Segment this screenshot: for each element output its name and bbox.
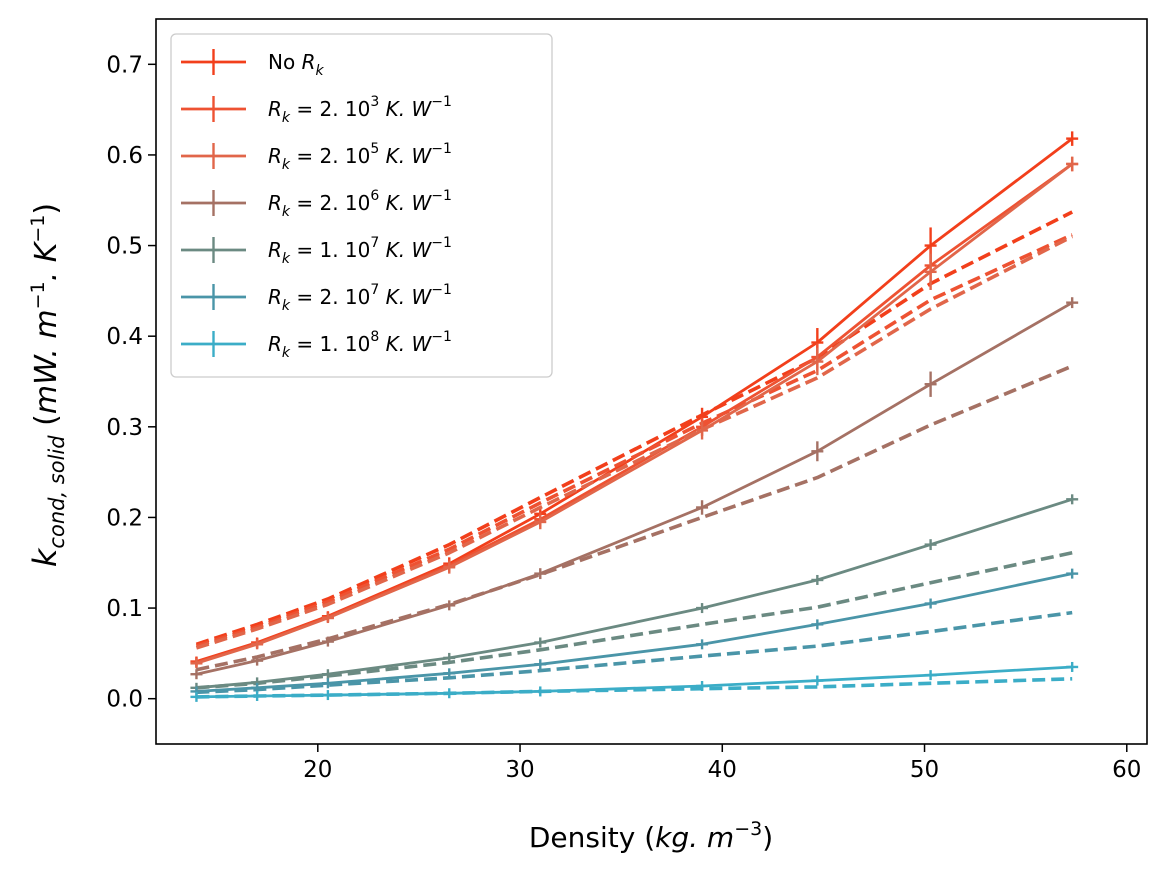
series-3-point-8 (1066, 297, 1079, 309)
legend-label-3: Rk = 2. 106 K. W−1 (268, 188, 452, 220)
series-4-point-5 (696, 603, 709, 614)
series-6-point-2 (321, 690, 334, 701)
series-6-point-7 (924, 670, 937, 681)
legend-label-0: No Rk (268, 50, 324, 79)
series-2-point-8 (1066, 156, 1079, 172)
series-6-point-8 (1066, 661, 1079, 672)
legend-label-1: Rk = 2. 103 K. W−1 (268, 94, 452, 126)
legend-box (170, 33, 553, 378)
series-5-point-6 (811, 619, 824, 630)
y-tick-label-1: 0.1 (106, 596, 143, 622)
series-5-model-line (196, 610, 1073, 695)
series-2-point-5 (696, 421, 709, 440)
x-tick-label-3: 50 (910, 757, 939, 783)
series-3-point-5 (696, 500, 709, 515)
legend-entry-1: Rk = 2. 103 K. W−1 (181, 94, 452, 126)
series-0-model-line (195, 210, 1074, 647)
y-tick-label-4: 0.4 (106, 324, 143, 350)
legend-label-2: Rk = 2. 105 K. W−1 (268, 141, 452, 173)
y-tick-label-5: 0.5 (106, 234, 143, 260)
series-4-point-7 (924, 539, 937, 551)
y-axis-title: kcond, solid (mW. m−1. K−1) (26, 203, 69, 567)
y-tick-label-0: 0.0 (106, 687, 143, 713)
series-4 (190, 494, 1079, 693)
series-2-point-4 (534, 514, 547, 530)
y-tick-label-2: 0.2 (106, 505, 143, 531)
legend-entry-5: Rk = 2. 107 K. W−1 (181, 282, 452, 314)
legend-entry-3: Rk = 2. 106 K. W−1 (181, 188, 452, 220)
legend-entry-2: Rk = 2. 105 K. W−1 (181, 141, 452, 173)
series-6-point-5 (696, 681, 709, 691)
series-2 (190, 156, 1079, 669)
series-1-model-line (195, 233, 1073, 648)
series-3-point-7 (924, 371, 937, 397)
series-5-point-7 (924, 598, 937, 609)
series-3-point-0 (190, 669, 203, 680)
series-6-point-0 (190, 691, 203, 702)
series-4-point-8 (1066, 494, 1079, 505)
x-axis-title: Density (kg. m−3) (529, 818, 773, 854)
series-3-point-1 (251, 655, 264, 666)
series-5-point-5 (696, 639, 709, 650)
series-2-point-0 (190, 658, 203, 669)
x-tick-label-1: 30 (505, 757, 534, 783)
series-3-model-line (196, 364, 1073, 672)
series-6 (190, 661, 1079, 702)
series-0-point-8 (1066, 131, 1079, 146)
legend-entry-6: Rk = 1. 108 K. W−1 (181, 329, 452, 361)
series-4-point-3 (443, 652, 456, 663)
x-tick-label-4: 60 (1112, 757, 1141, 783)
series-5-point-2 (321, 678, 334, 689)
y-tick-label-7: 0.7 (106, 52, 143, 78)
series-3-point-3 (443, 600, 456, 611)
series-4-point-6 (811, 574, 824, 585)
legend: No Rk Rk = 2. 103 K. W−1 Rk = 2. 105 K. W−… (170, 33, 553, 378)
series-2-point-2 (321, 613, 334, 624)
legend-label-4: Rk = 1. 107 K. W−1 (268, 235, 452, 267)
x-tick-label-0: 20 (303, 757, 332, 783)
series-2-point-3 (443, 560, 456, 574)
series-3-point-2 (321, 636, 334, 647)
legend-entry-4: Rk = 1. 107 K. W−1 (181, 235, 452, 267)
series-2-point-1 (251, 639, 264, 650)
series-5-point-3 (443, 668, 456, 679)
x-tick-label-2: 40 (708, 757, 737, 783)
series-2-point-6 (811, 347, 824, 376)
axis-ticks: 20 30 40 50 60 0.0 0.1 0.2 0.3 0.4 0.5 0.6 0.7 (106, 52, 1141, 783)
series-4-point-4 (534, 637, 547, 648)
series-5-point-4 (534, 659, 547, 670)
series-6-point-1 (251, 690, 264, 701)
legend-entry-0: No Rk (181, 49, 324, 79)
series-5-point-8 (1066, 568, 1079, 579)
series-6-point-3 (443, 688, 456, 699)
series-2-point-7 (924, 253, 937, 290)
legend-label-6: Rk = 1. 108 K. W−1 (268, 329, 452, 361)
series-3-point-4 (534, 568, 547, 580)
series-4-point-2 (321, 669, 334, 680)
series-3-point-6 (811, 441, 824, 462)
series-3 (190, 297, 1079, 680)
legend-label-5: Rk = 2. 107 K. W−1 (268, 282, 452, 314)
series-6-point-6 (811, 675, 824, 686)
plot-frame (155, 18, 1148, 745)
series-2-model-line (195, 234, 1074, 650)
y-tick-label-3: 0.3 (106, 415, 143, 441)
series-6-point-4 (534, 686, 547, 697)
y-tick-label-6: 0.6 (106, 143, 143, 169)
plot-content (190, 131, 1079, 702)
